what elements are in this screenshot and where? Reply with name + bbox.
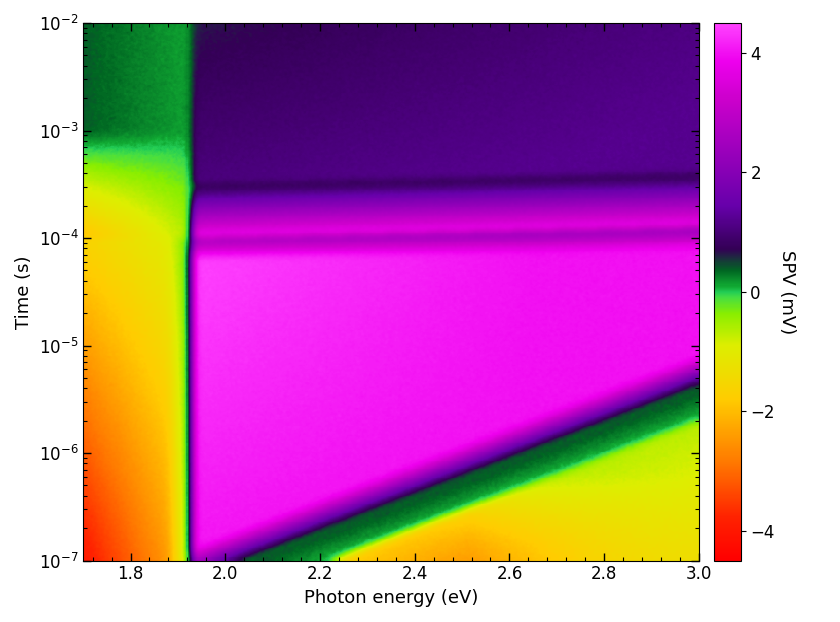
Y-axis label: SPV (mV): SPV (mV)	[778, 249, 795, 334]
X-axis label: Photon energy (eV): Photon energy (eV)	[304, 589, 478, 607]
Y-axis label: Time (s): Time (s)	[15, 255, 33, 328]
